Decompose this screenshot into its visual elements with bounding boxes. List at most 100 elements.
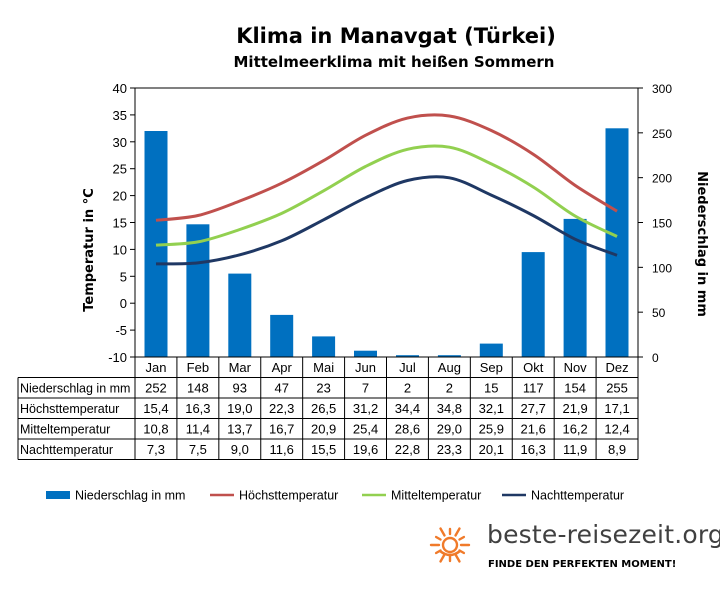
sun-core: [441, 536, 459, 554]
sun-ray: [439, 527, 446, 537]
table-value: 15: [484, 381, 498, 396]
table-value: 16,2: [562, 422, 587, 437]
table-value: 16,7: [269, 422, 294, 437]
y-right-tick-label: 300: [652, 82, 672, 96]
table-value: 13,7: [227, 422, 252, 437]
bar-dez: [605, 128, 629, 357]
table-value: 28,6: [395, 422, 420, 437]
row-label: Höchsttemperatur: [20, 402, 119, 416]
bar-jun: [354, 350, 377, 357]
table-value: 252: [145, 381, 167, 396]
sun-ray: [454, 527, 461, 537]
table-value: 255: [606, 381, 628, 396]
sun-smile: [438, 549, 462, 557]
table-value: 148: [187, 381, 209, 396]
category-label: Nov: [564, 360, 588, 375]
table-value: 26,5: [311, 401, 336, 416]
sun-icon: [428, 525, 476, 574]
y-right-tick-label: 250: [652, 127, 672, 141]
category-label: Feb: [187, 360, 209, 375]
table-value: 11,9: [563, 442, 587, 457]
legend-label: Nachttemperatur: [531, 489, 624, 503]
table-value: 27,7: [521, 401, 546, 416]
table-value: 11,6: [270, 442, 294, 457]
y-left-tick-label: 10: [113, 242, 127, 257]
table-value: 93: [233, 381, 247, 396]
table-value: 17,1: [604, 401, 629, 416]
table-value: 21,9: [562, 401, 587, 416]
category-label: Dez: [605, 360, 628, 375]
data-table: Jan Feb Mar Apr Mai Jun Jul Aug Sep Okt Nov Dez Nied…: [17, 357, 639, 460]
y-axis-right-label: Niederschlag in mm: [694, 171, 709, 317]
legend-label: Höchsttemperatur: [239, 489, 338, 503]
bar-feb: [186, 224, 210, 357]
y-left-tick-label: 40: [113, 81, 127, 96]
category-label: Sep: [480, 360, 503, 375]
table-value: 20,9: [311, 422, 336, 437]
table-value: 23,3: [437, 442, 462, 457]
y-right-tick-label: 0: [652, 351, 659, 365]
row-label: Niederschlag in mm: [20, 382, 130, 396]
brand-tagline: FINDE DEN PERFEKTEN MOMENT!: [488, 559, 677, 570]
bar-jul: [396, 355, 419, 357]
table-value: 25,9: [479, 422, 504, 437]
table-value: 7,3: [147, 442, 165, 457]
table-value: 21,6: [521, 422, 546, 437]
bar-okt: [521, 252, 545, 357]
brand-name: beste-reisezeit.org: [487, 520, 720, 549]
y-left-tick-label: 0: [120, 296, 127, 311]
bar-aug: [437, 355, 461, 357]
table-value: 154: [564, 381, 586, 396]
table-value: 117: [523, 381, 544, 396]
table-value: 2: [404, 381, 411, 396]
y-left-tick-label: 20: [113, 189, 127, 204]
table-value: 20,1: [479, 442, 504, 457]
table-value: 16,3: [185, 401, 210, 416]
table-value: 16,3: [521, 442, 546, 457]
line-höchsttemperatur: [155, 113, 618, 222]
row-label: Nachttemperatur: [20, 443, 113, 457]
y-left-tick-label: 35: [113, 108, 127, 123]
y-left-tick-label: -5: [115, 323, 127, 338]
legend-label: Niederschlag in mm: [75, 489, 185, 503]
category-label: Aug: [438, 360, 461, 375]
sun-ray: [434, 535, 442, 541]
table-value: 19,0: [227, 401, 252, 416]
table-value: 10,8: [143, 422, 168, 437]
y-right-tick-label: 100: [652, 261, 672, 275]
legend: Niederschlag in mm Höchsttemperatur Mittel…: [46, 489, 624, 503]
y-left-tick-label: 5: [120, 269, 127, 284]
y-right-tick-label: 150: [652, 217, 672, 231]
category-label: Okt: [523, 360, 544, 375]
y-right-tick-label: 200: [652, 172, 672, 186]
category-label: Mar: [229, 360, 252, 375]
table-value: 31,2: [353, 401, 378, 416]
table-value: 47: [274, 381, 288, 396]
row-label: Mitteltemperatur: [20, 423, 110, 437]
table-value: 7,5: [189, 442, 207, 457]
sun-ray: [439, 553, 446, 563]
legend-swatch-bar: [46, 491, 70, 499]
line-nachttemperatur: [155, 175, 618, 266]
table-value: 34,4: [395, 401, 420, 416]
category-label: Mai: [313, 360, 334, 375]
table-value: 32,1: [479, 401, 504, 416]
chart-subtitle: Mittelmeerklima mit heißen Sommern: [234, 53, 555, 71]
sun-ray: [458, 535, 466, 541]
table-value: 22,8: [395, 442, 420, 457]
y-left-tick-label: 25: [113, 162, 127, 177]
y-left-tick-label: -10: [108, 350, 127, 365]
plot-frame: [134, 87, 639, 358]
table-value: 8,9: [608, 442, 626, 457]
line-mitteltemperatur: [155, 144, 618, 247]
table-value: 2: [446, 381, 453, 396]
category-label: Jan: [145, 360, 166, 375]
table-value: 23: [316, 381, 330, 396]
table-value: 12,4: [604, 422, 629, 437]
y-right-tick-label: 50: [652, 306, 666, 320]
y-left-tick-label: 15: [113, 216, 127, 231]
table-value: 7: [362, 381, 369, 396]
y-axis-left-label: Temperatur in °C: [82, 188, 97, 312]
